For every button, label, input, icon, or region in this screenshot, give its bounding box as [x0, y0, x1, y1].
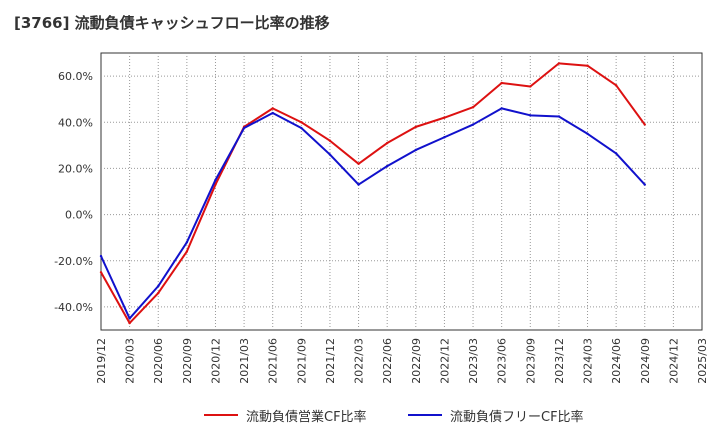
- data-point-1: [271, 107, 274, 110]
- data-point-2: [557, 115, 561, 118]
- data-point-1: [529, 85, 532, 88]
- data-point-2: [242, 126, 246, 130]
- x-tick-label: 2021/12: [324, 338, 337, 384]
- legend-item-free-cf: 流動負債フリーCF比率: [408, 404, 584, 426]
- data-point-1: [557, 62, 561, 65]
- legend-label-operating-cf: 流動負債営業CF比率: [246, 409, 367, 425]
- data-point-2: [185, 241, 189, 244]
- x-tick-label: 2021/06: [267, 338, 280, 384]
- data-point-1: [586, 64, 589, 67]
- x-tick-label: 2022/12: [438, 338, 451, 384]
- y-tick-label: -20.0%: [54, 255, 93, 268]
- y-tick-label: 40.0%: [58, 116, 93, 129]
- data-point-1: [414, 125, 418, 129]
- x-tick-label: 2021/03: [238, 338, 251, 384]
- data-point-2: [414, 148, 418, 152]
- x-tick-label: 2020/09: [181, 338, 194, 384]
- data-point-2: [614, 152, 618, 155]
- x-tick-label: 2020/12: [209, 338, 222, 384]
- grid-lines: [100, 52, 703, 331]
- series-line-2: [100, 107, 646, 320]
- y-tick-label: -40.0%: [54, 301, 93, 314]
- data-point-2: [157, 284, 160, 288]
- x-tick-label: 2023/09: [524, 338, 537, 384]
- legend-swatch-red: [204, 414, 238, 416]
- legend-swatch-blue: [408, 414, 442, 416]
- chart-title: [3766] 流動負債キャッシュフロー比率の推移: [14, 14, 330, 32]
- legend-label-free-cf: 流動負債フリーCF比率: [450, 409, 584, 425]
- data-point-1: [385, 141, 389, 145]
- data-point-1: [357, 162, 360, 165]
- x-tick-label: 2022/03: [353, 338, 366, 384]
- data-point-2: [99, 254, 103, 258]
- legend-item-operating-cf: 流動負債営業CF比率: [204, 404, 367, 426]
- data-point-2: [300, 126, 303, 130]
- x-tick-label: 2023/03: [467, 338, 480, 384]
- x-tick-label: 2024/06: [610, 338, 623, 384]
- data-point-2: [271, 111, 274, 115]
- data-point-1: [614, 84, 618, 87]
- data-point-2: [500, 107, 503, 110]
- data-point-1: [185, 250, 189, 253]
- y-axis: -40.0% -20.0% 0.0% 20.0% 40.0% 60.0%: [54, 70, 93, 314]
- data-point-2: [471, 123, 475, 126]
- data-point-2: [443, 136, 446, 139]
- legend: 流動負債営業CF比率 流動負債フリーCF比率: [0, 404, 720, 426]
- x-tick-label: 2024/09: [639, 338, 652, 384]
- data-point-2: [328, 153, 332, 156]
- data-point-1: [157, 291, 160, 295]
- x-tick-label: 2025/03: [696, 338, 709, 384]
- data-point-1: [500, 81, 503, 85]
- data-point-1: [99, 271, 103, 274]
- x-tick-label: 2020/06: [152, 338, 165, 384]
- x-axis: 2019/12 2020/03 2020/06 2020/09 2020/12 2021/…: [95, 338, 709, 384]
- y-tick-label: 0.0%: [65, 209, 93, 222]
- x-tick-label: 2022/09: [410, 338, 423, 384]
- data-point-1: [128, 321, 131, 325]
- data-point-1: [300, 121, 303, 124]
- data-point-1: [643, 123, 646, 126]
- x-tick-label: 2023/12: [553, 338, 566, 384]
- data-point-2: [586, 132, 589, 135]
- series-line-1: [100, 62, 646, 325]
- x-tick-label: 2023/06: [496, 338, 509, 384]
- data-point-2: [357, 183, 360, 186]
- data-point-1: [214, 183, 217, 186]
- x-tick-label: 2022/06: [381, 338, 394, 384]
- data-point-2: [385, 164, 389, 168]
- data-point-2: [643, 183, 646, 186]
- data-point-1: [443, 116, 446, 119]
- x-tick-label: 2020/03: [124, 338, 137, 384]
- series-lines: [99, 62, 646, 325]
- x-tick-label: 2024/03: [582, 338, 595, 384]
- y-tick-label: 60.0%: [58, 70, 93, 83]
- data-point-1: [471, 106, 475, 109]
- y-tick-label: 20.0%: [58, 162, 93, 175]
- data-point-2: [128, 317, 131, 320]
- data-point-1: [328, 139, 332, 142]
- plot-frame: [100, 52, 703, 331]
- x-tick-label: 2024/12: [667, 338, 680, 384]
- data-point-2: [214, 178, 217, 182]
- data-point-2: [529, 114, 532, 117]
- x-tick-label: 2021/09: [295, 338, 308, 384]
- x-tick-label: 2019/12: [95, 338, 108, 384]
